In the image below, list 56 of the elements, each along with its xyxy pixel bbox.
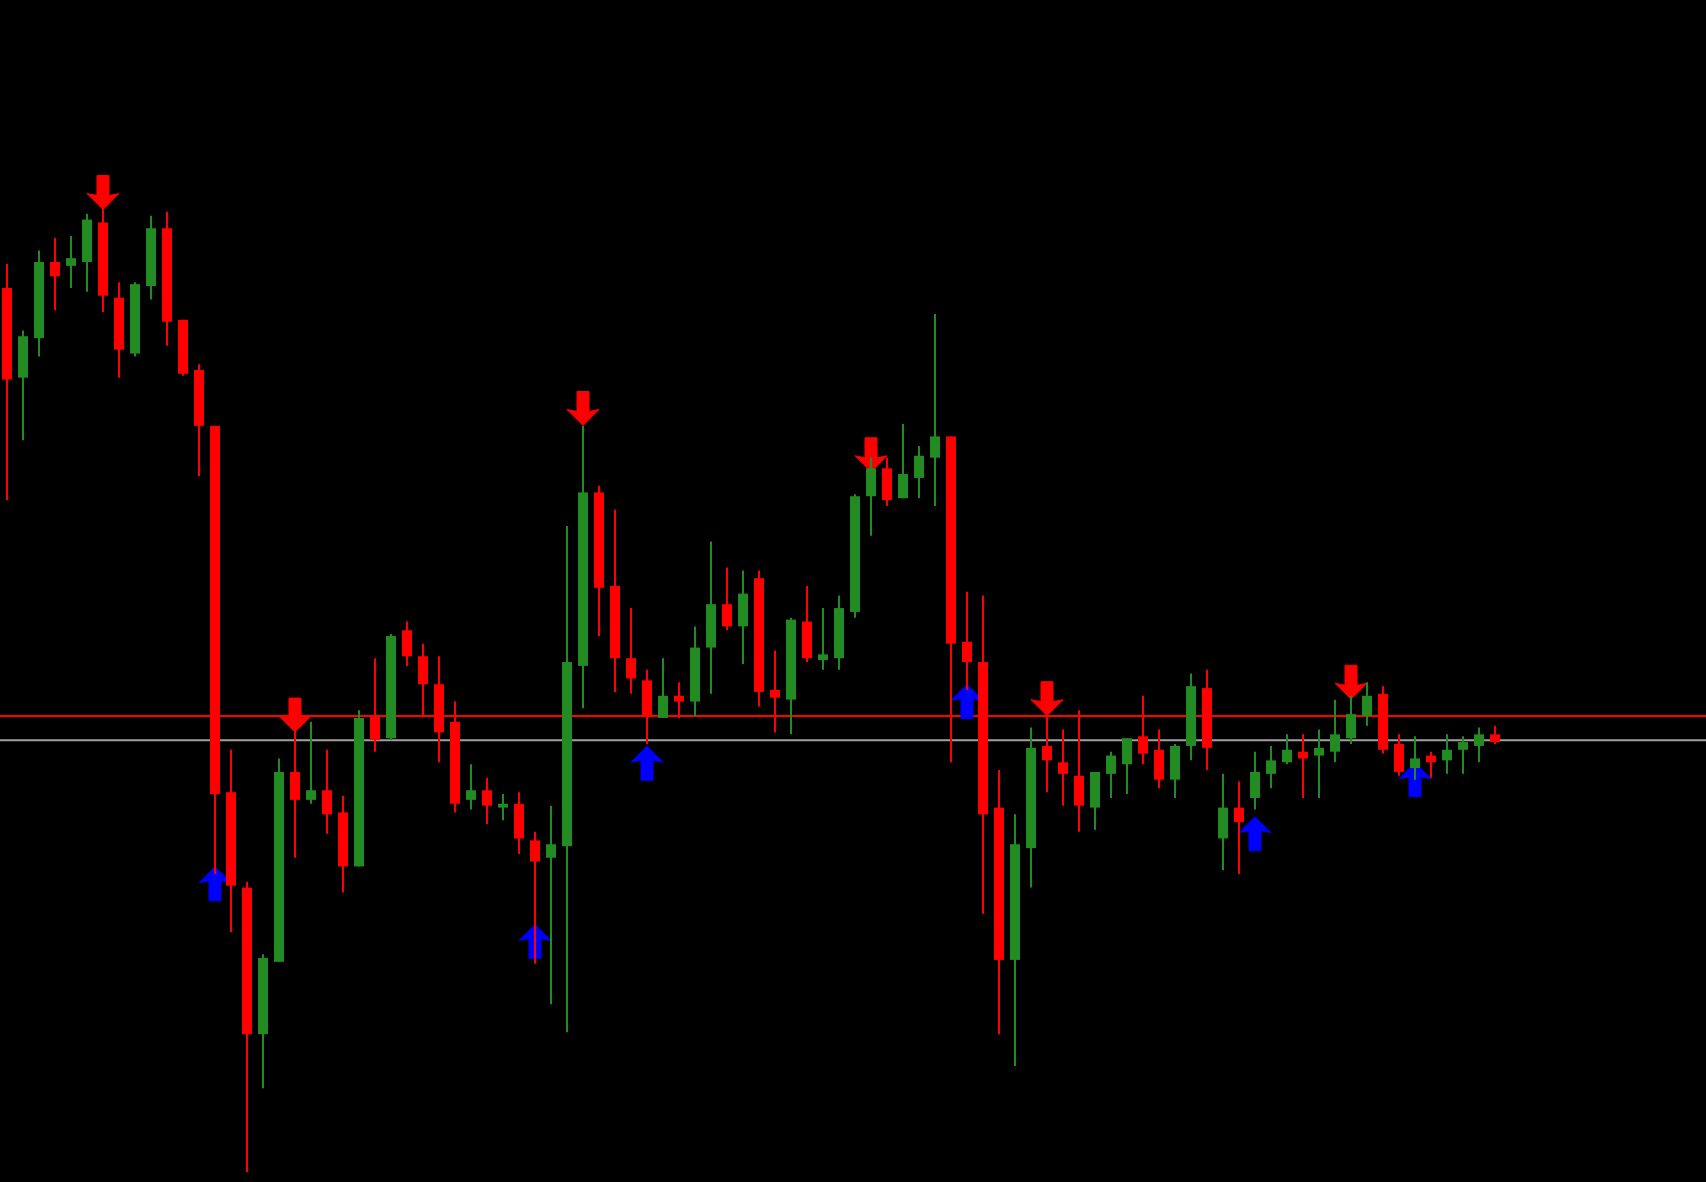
candlestick [82, 212, 92, 293]
candlestick [722, 566, 732, 632]
candlestick [1314, 728, 1324, 799]
candlestick [962, 590, 972, 691]
candlestick [1410, 735, 1420, 781]
candlestick [1234, 780, 1244, 876]
candlestick [658, 657, 668, 719]
candlestick [1122, 737, 1132, 796]
point [1030, 681, 1064, 717]
candlestick [898, 422, 908, 500]
candlestick [930, 313, 940, 507]
candlestick [50, 236, 60, 312]
candlestick [306, 720, 316, 805]
candlestick [66, 234, 76, 290]
point [630, 745, 664, 781]
candlestick [738, 569, 748, 665]
candlestick [706, 540, 716, 695]
point [854, 437, 888, 473]
candlestick [1490, 724, 1500, 745]
candlestick [1266, 744, 1276, 790]
candlestick [1106, 750, 1116, 799]
candlestick [818, 607, 828, 671]
candlestick [1250, 750, 1260, 811]
candlestick [1442, 733, 1452, 775]
candlestick [1170, 742, 1180, 799]
candlestick [18, 329, 28, 442]
candlestick [1362, 681, 1372, 727]
candlestick [866, 456, 876, 537]
candlestick [802, 584, 812, 664]
candlestick [482, 776, 492, 825]
candlestick [1218, 772, 1228, 872]
candlestick [322, 748, 332, 835]
candlestick [1426, 750, 1436, 779]
point [1238, 816, 1272, 852]
candlestick [914, 445, 924, 500]
candlestick [1154, 728, 1164, 790]
point [1334, 664, 1368, 700]
point [86, 175, 120, 211]
candlestick [1282, 733, 1292, 766]
candlestick [514, 791, 524, 855]
candlestick [466, 763, 476, 811]
candlestick [1474, 726, 1484, 764]
point [278, 697, 312, 733]
candlestick [1346, 694, 1356, 745]
candlestick [546, 804, 556, 1006]
candlestick [530, 830, 540, 965]
point [566, 391, 600, 427]
candlestick [1330, 698, 1340, 764]
candlestick [1394, 733, 1404, 777]
candlestick [626, 607, 636, 695]
candlestick [1298, 733, 1308, 799]
candlestick [1458, 735, 1468, 775]
candlestick [1090, 770, 1100, 831]
candlestick [1058, 728, 1068, 807]
candlestick [498, 793, 508, 822]
candlestick [402, 620, 412, 667]
